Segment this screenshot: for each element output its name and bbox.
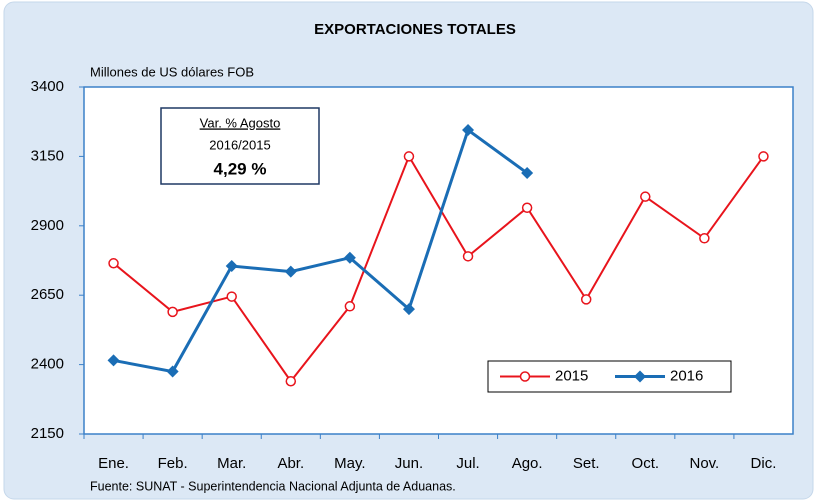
x-tick-label: Ago. (512, 455, 543, 472)
data-point (758, 151, 769, 162)
series-line (112, 154, 765, 383)
data-point (226, 291, 237, 302)
data-point (107, 354, 120, 367)
y-tick-label: 2650 (31, 286, 64, 303)
y-tick-label: 3400 (31, 78, 64, 95)
y-tick-label: 2900 (31, 217, 64, 234)
annotation-box (160, 107, 320, 185)
annotation-text: 2016/2015 (209, 137, 270, 152)
data-point (225, 260, 238, 273)
y-tick-label: 3150 (31, 147, 64, 164)
y-tick-label: 2400 (31, 356, 64, 373)
x-tick-label: Nov. (690, 455, 720, 472)
data-point (580, 294, 592, 305)
data-point (285, 376, 297, 387)
y-tick-label: 2150 (31, 425, 64, 442)
x-tick-label: Oct. (632, 455, 660, 472)
data-point (402, 303, 415, 316)
x-tick-label: Feb. (158, 455, 188, 472)
data-point (108, 258, 119, 269)
data-point (462, 124, 475, 137)
data-point (166, 365, 179, 378)
series-line (113, 127, 529, 374)
data-point (521, 167, 534, 180)
legend-label: 2016 (670, 367, 703, 384)
legend-marker (634, 370, 646, 383)
legend-label: 2015 (555, 367, 588, 384)
data-point (344, 301, 356, 312)
x-tick-label: May. (334, 455, 365, 472)
x-tick-label: Jul. (456, 455, 479, 472)
x-tick-label: Mar. (217, 455, 246, 472)
data-point (699, 233, 710, 244)
data-point (403, 151, 415, 162)
data-point (640, 191, 651, 202)
x-tick-label: Abr. (277, 455, 304, 472)
annotation-value: 4,29 % (214, 159, 267, 178)
legend-marker (519, 371, 531, 382)
x-tick-label: Set. (573, 455, 600, 472)
data-point (167, 306, 178, 318)
subtitle: Millones de US dólares FOB (90, 64, 254, 79)
data-point (284, 265, 297, 278)
source: Fuente: SUNAT - Superintendencia Naciona… (90, 479, 456, 493)
x-tick-label: Ene. (98, 455, 129, 472)
x-tick-label: Dic. (751, 455, 777, 472)
x-tick-label: Jun. (395, 455, 423, 472)
data-point (462, 251, 474, 262)
chart-title: EXPORTACIONES TOTALES (314, 21, 516, 38)
data-point (343, 251, 356, 264)
data-point (521, 202, 533, 214)
annotation-text: Var. % Agosto (200, 115, 281, 130)
